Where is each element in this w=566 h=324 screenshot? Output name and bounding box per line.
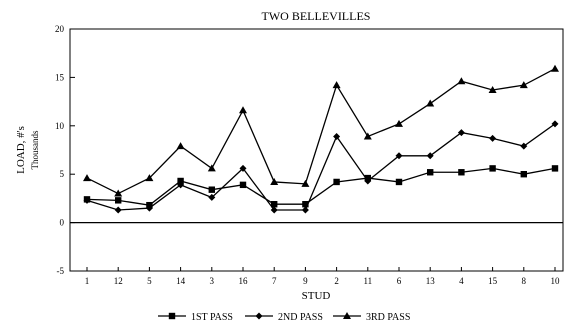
data-point — [114, 206, 122, 214]
data-point — [395, 178, 403, 186]
series-line — [86, 68, 556, 195]
data-point — [551, 120, 559, 128]
legend-item-1: 1ST PASS — [158, 312, 233, 323]
x-tick-label: 7 — [272, 276, 277, 286]
x-tick-label: 6 — [397, 276, 402, 286]
data-point — [364, 177, 372, 185]
data-point — [83, 174, 91, 182]
plot-area-frame — [69, 28, 564, 272]
data-point — [208, 193, 216, 201]
data-point — [426, 99, 435, 107]
data-point — [520, 142, 528, 150]
data-point — [457, 129, 465, 137]
data-point — [395, 152, 403, 160]
data-point — [270, 177, 279, 185]
legend: 1ST PASS 2ND PASS 3RD PASS — [158, 312, 410, 323]
data-point — [207, 164, 216, 172]
legend-item-3: 3RD PASS — [333, 312, 410, 323]
x-axis-label: STUD — [302, 290, 331, 302]
x-tick-label: 10 — [551, 276, 561, 286]
series-line — [86, 167, 556, 206]
x-tick-label: 8 — [522, 276, 527, 286]
x-tick-label: 14 — [176, 276, 186, 286]
data-point — [489, 134, 497, 142]
data-point — [458, 169, 465, 176]
x-tick-label: 1 — [85, 276, 90, 286]
data-point — [332, 81, 341, 89]
legend-marker — [168, 312, 176, 320]
data-point — [271, 201, 278, 208]
data-point — [333, 132, 341, 140]
data-point — [520, 171, 527, 178]
data-point — [177, 177, 184, 185]
series-3 — [83, 64, 559, 197]
y-axis-label: LOAD, #'s — [15, 126, 27, 174]
legend-item-2: 2ND PASS — [245, 312, 323, 323]
chart-title: TWO BELLEVILLES — [262, 9, 371, 23]
data-point — [301, 179, 310, 187]
data-point — [427, 169, 434, 176]
y-tick-label: 10 — [55, 121, 65, 131]
legend-label: 3RD PASS — [366, 312, 410, 323]
y-tick-label: 0 — [60, 218, 65, 228]
data-point — [177, 181, 185, 189]
y-tick-label: -5 — [57, 266, 65, 276]
data-point — [145, 204, 153, 212]
series-layer — [83, 64, 559, 214]
data-point — [551, 165, 559, 172]
data-point — [115, 197, 122, 204]
data-point — [457, 77, 466, 85]
data-point — [239, 164, 247, 172]
y-tick-label: 20 — [55, 24, 65, 34]
data-point — [83, 196, 91, 204]
x-tick-label: 4 — [459, 276, 464, 286]
legend-marker — [343, 312, 351, 319]
series-2 — [83, 120, 559, 214]
x-tick-label: 5 — [147, 276, 152, 286]
data-point — [488, 85, 497, 93]
data-point — [239, 181, 247, 189]
legend-marker — [255, 312, 263, 320]
data-point — [489, 165, 496, 172]
data-point — [551, 64, 559, 72]
y-tick-label: 5 — [60, 169, 65, 179]
x-tick-label: 15 — [488, 276, 498, 286]
data-point — [270, 206, 278, 214]
x-tick-label: 13 — [426, 276, 436, 286]
data-point — [426, 152, 434, 160]
x-tick-label: 3 — [210, 276, 215, 286]
y-tick-label: 15 — [55, 72, 65, 82]
data-point — [239, 106, 247, 114]
legend-label: 2ND PASS — [278, 312, 323, 323]
axes-layer: -5 0 5 10 15 20 1 12 5 14 3 16 7 9 2 11 6 13 4 15 8 10 — [55, 24, 563, 286]
data-point — [176, 142, 185, 150]
series-line — [86, 123, 556, 211]
x-tick-label: 9 — [303, 276, 308, 286]
x-tick-label: 2 — [334, 276, 339, 286]
data-point — [333, 178, 340, 186]
data-point — [363, 132, 372, 140]
x-tick-label: 12 — [114, 276, 123, 286]
legend-label: 1ST PASS — [191, 312, 233, 323]
data-point — [302, 201, 309, 208]
data-point — [145, 174, 154, 182]
y-axis-sublabel: Thousands — [30, 130, 40, 169]
x-tick-label: 16 — [239, 276, 249, 286]
data-point — [208, 186, 215, 193]
data-point — [114, 189, 123, 197]
data-point — [395, 119, 403, 127]
data-point — [519, 81, 528, 89]
x-tick-label: 11 — [363, 276, 372, 286]
data-point — [301, 206, 309, 214]
